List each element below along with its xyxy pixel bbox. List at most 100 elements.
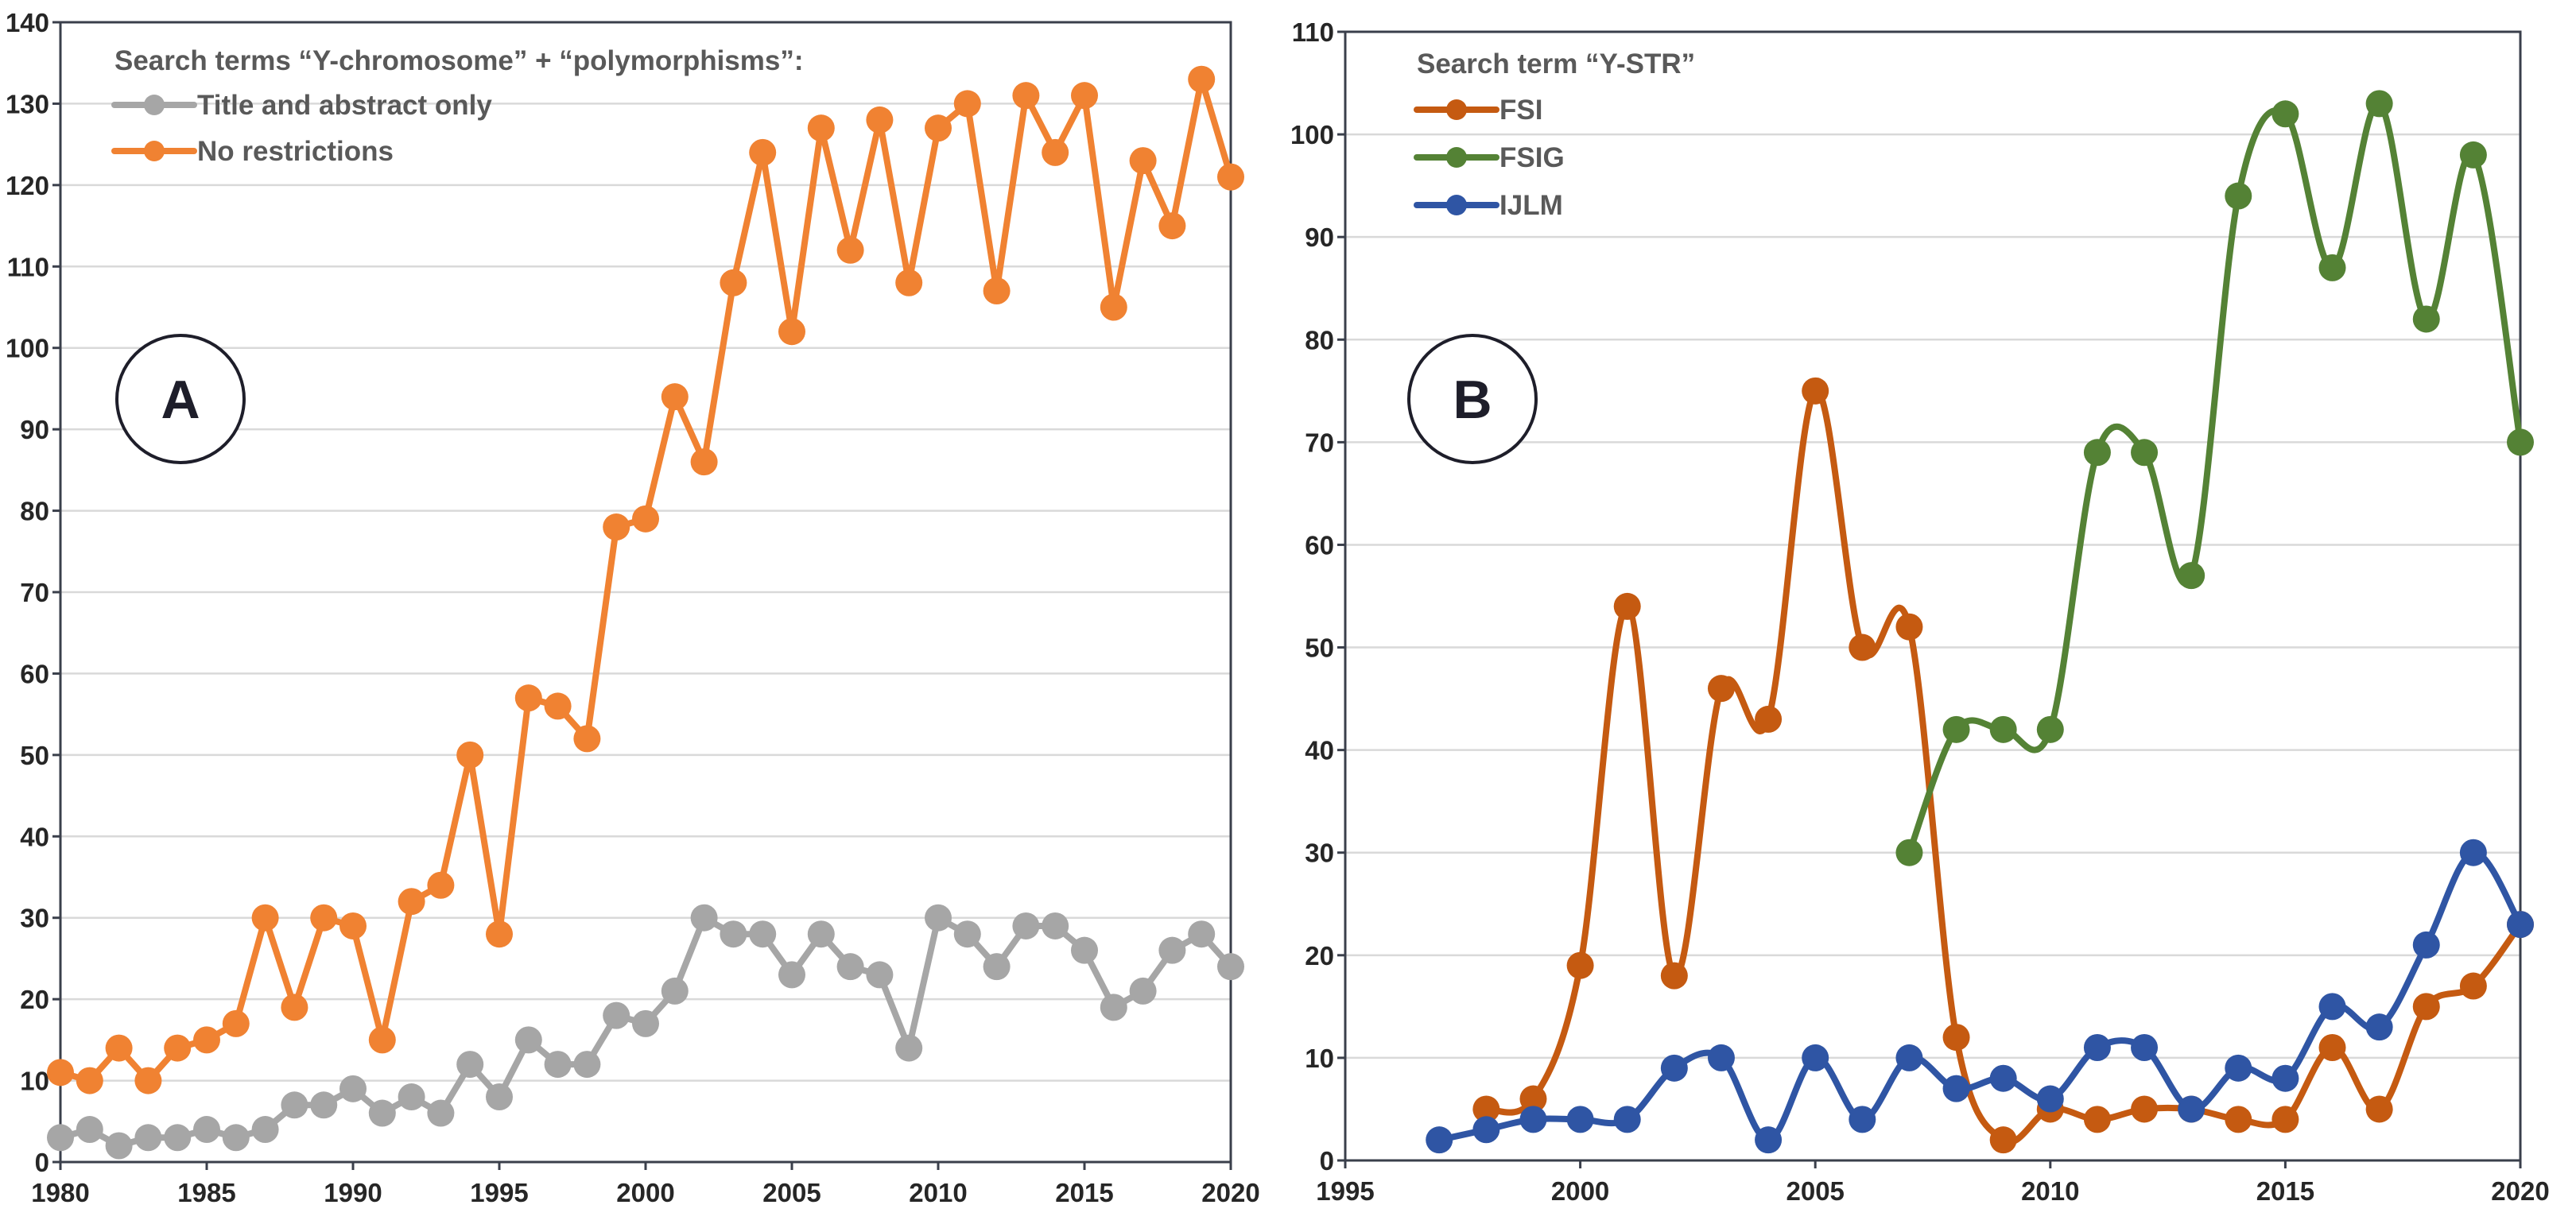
y-tick-label: 90 — [1305, 223, 1334, 252]
data-point — [1942, 715, 1970, 743]
x-tick-label: 1995 — [470, 1178, 528, 1207]
legend-entry: FSIG — [1499, 142, 1565, 173]
x-tick-label: 2020 — [1201, 1178, 1259, 1207]
data-point — [105, 1034, 133, 1062]
y-tick-label: 70 — [1305, 428, 1334, 457]
data-point — [251, 1116, 279, 1144]
x-tick-label: 2010 — [2021, 1176, 2079, 1206]
data-point — [2225, 182, 2252, 210]
data-point — [1989, 1126, 2017, 1154]
x-tick-label: 2000 — [1551, 1176, 1609, 1206]
data-point — [1802, 377, 1829, 405]
panel-label: B — [1453, 370, 1492, 430]
data-point — [2036, 715, 2064, 743]
data-point — [983, 277, 1011, 305]
data-point — [456, 741, 484, 769]
data-point — [2365, 1013, 2393, 1041]
plot-frame — [1344, 30, 2522, 1162]
data-point — [807, 920, 835, 948]
data-point — [514, 1026, 542, 1054]
data-point — [603, 1001, 630, 1029]
data-point — [544, 1051, 572, 1079]
y-tick-label: 110 — [7, 252, 49, 281]
data-point — [193, 1026, 220, 1054]
data-point — [76, 1067, 103, 1094]
y-tick-label: 100 — [1290, 120, 1334, 149]
data-point — [778, 318, 805, 346]
legend-title: Search term “Y-STR” — [1417, 48, 1695, 79]
y-tick-label: 30 — [1305, 839, 1334, 868]
y-tick-label: 80 — [20, 497, 49, 526]
y-tick-label: 30 — [20, 904, 49, 933]
data-point — [1849, 633, 1876, 661]
data-point — [2507, 911, 2534, 939]
data-point — [514, 684, 542, 712]
data-point — [573, 1051, 601, 1079]
data-point — [836, 236, 864, 264]
data-point — [1042, 138, 1069, 166]
legend-title: Search terms “Y-chromosome” + “polymorph… — [114, 45, 804, 76]
data-point — [1660, 1054, 1688, 1082]
data-point — [2178, 562, 2206, 590]
data-point — [1613, 1106, 1641, 1133]
x-tick-label: 1985 — [177, 1178, 235, 1207]
panel-label: A — [161, 370, 200, 430]
data-point — [2178, 1095, 2206, 1123]
data-point — [895, 1034, 923, 1062]
data-point — [866, 961, 894, 989]
data-point — [1012, 912, 1040, 939]
data-point — [368, 1099, 396, 1127]
data-point — [398, 1083, 425, 1111]
data-point — [2083, 439, 2111, 467]
data-point — [1566, 1106, 1594, 1133]
legend-swatch-marker — [1446, 195, 1467, 215]
data-point — [2412, 305, 2440, 333]
data-point — [603, 513, 630, 541]
data-point — [164, 1034, 192, 1062]
data-point — [1188, 65, 1216, 93]
data-point — [1158, 936, 1186, 964]
panel-badge — [115, 334, 246, 464]
data-point — [281, 994, 308, 1021]
data-point — [866, 106, 894, 134]
y-tick-label: 60 — [20, 659, 49, 688]
data-point — [1217, 163, 1244, 191]
data-point — [661, 977, 689, 1005]
data-point — [2412, 931, 2440, 959]
data-point — [193, 1116, 220, 1144]
data-point — [2131, 1095, 2159, 1123]
data-point — [2318, 993, 2346, 1021]
data-point — [2131, 439, 2159, 467]
data-point — [1129, 977, 1157, 1005]
data-point — [427, 871, 455, 899]
data-point — [1707, 675, 1735, 703]
data-point — [2083, 1034, 2111, 1061]
y-tick-label: 140 — [6, 8, 49, 37]
series-line-fsi — [1483, 387, 2524, 1145]
data-point — [2271, 1106, 2299, 1133]
y-tick-label: 0 — [1320, 1146, 1334, 1176]
data-point — [427, 1099, 455, 1127]
data-point — [1472, 1116, 1500, 1144]
x-tick-label: 1980 — [31, 1178, 89, 1207]
y-tick-label: 20 — [1305, 941, 1334, 970]
data-point — [1426, 1126, 1453, 1154]
data-point — [632, 505, 659, 533]
legend-entry: FSI — [1499, 95, 1542, 126]
x-tick-label: 1990 — [324, 1178, 382, 1207]
data-point — [1472, 1095, 1500, 1123]
data-point — [2318, 1034, 2346, 1061]
data-point — [632, 1009, 659, 1037]
x-tick-label: 1995 — [1316, 1176, 1374, 1206]
data-point — [1613, 592, 1641, 620]
data-point — [661, 383, 689, 411]
y-tick-label: 10 — [1305, 1044, 1334, 1073]
y-tick-label: 50 — [1305, 633, 1334, 663]
y-tick-label: 100 — [6, 334, 49, 363]
data-point — [690, 448, 718, 476]
data-point — [1012, 82, 1040, 110]
data-point — [544, 692, 572, 720]
data-point — [925, 114, 952, 142]
data-point — [164, 1124, 192, 1152]
data-point — [2225, 1106, 2252, 1133]
